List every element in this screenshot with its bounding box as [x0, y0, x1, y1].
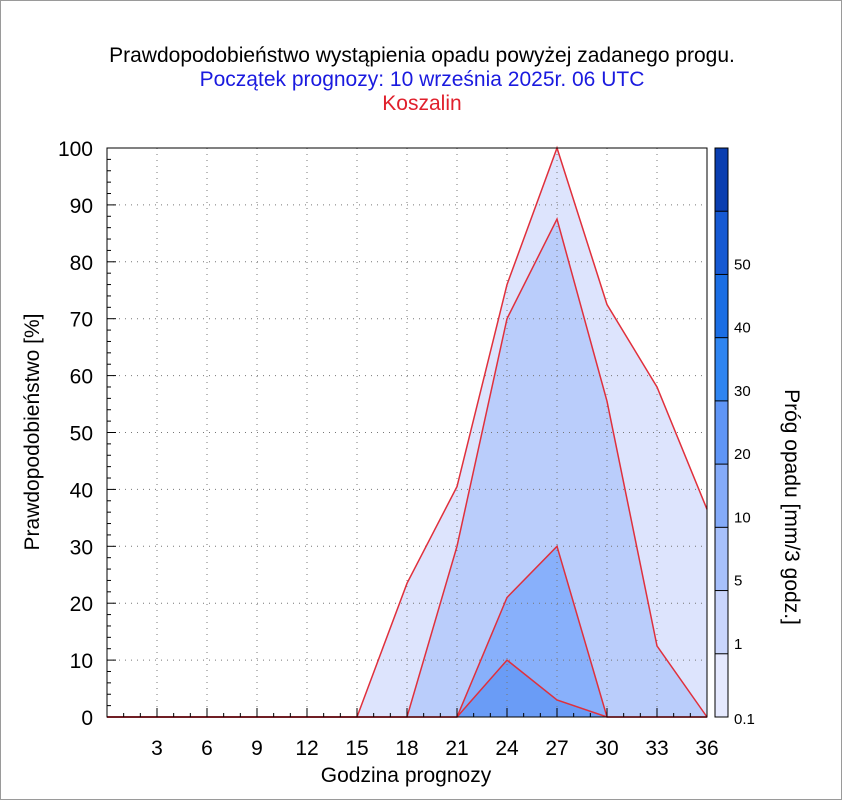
- y-tick-label: 20: [70, 593, 93, 616]
- x-tick-label: 15: [345, 737, 368, 760]
- colorbar-segment: [715, 211, 728, 275]
- x-tick-label: 33: [645, 737, 668, 760]
- area-threshold-10: [107, 660, 707, 717]
- y-tick-label: 10: [70, 650, 93, 673]
- chart-title: Prawdopodobieństwo wystąpienia opadu pow…: [109, 44, 735, 67]
- x-tick-label: 18: [395, 737, 418, 760]
- colorbar: 0.1 1 5 10 20 30 40 50: [714, 147, 755, 728]
- colorbar-tick-label: 40: [734, 320, 751, 337]
- y-tick-label: 100: [58, 138, 93, 161]
- colorbar-segment: [715, 464, 728, 528]
- chart-subtitle: Początek prognozy: 10 września 2025r. 06…: [199, 68, 645, 91]
- y-tick-label: 30: [70, 536, 93, 559]
- colorbar-tick-label: 5: [734, 573, 742, 590]
- x-tick-label: 3: [151, 737, 163, 760]
- y-tick-label: 70: [70, 309, 93, 332]
- colorbar-tick-label: 50: [734, 256, 751, 273]
- colorbar-segment: [715, 148, 728, 212]
- y-axis-label: Prawdopodobieństwo [%]: [21, 314, 44, 551]
- y-tick-label: 50: [70, 423, 93, 446]
- colorbar-tick-label: 30: [734, 383, 751, 400]
- colorbar-tick-label: 0.1: [734, 711, 755, 728]
- colorbar-segment: [715, 337, 728, 401]
- colorbar-label: Próg opadu [mm/3 godz.]: [780, 389, 803, 625]
- y-tick-label: 60: [70, 366, 93, 389]
- colorbar-segment: [715, 527, 728, 591]
- x-tick-label: 24: [495, 737, 519, 760]
- colorbar-tick-label: 20: [734, 446, 751, 463]
- colorbar-segment: [715, 653, 728, 717]
- grid-lines: [107, 148, 707, 717]
- colorbar-tick-label: 10: [734, 509, 751, 526]
- y-tick-label: 0: [81, 707, 93, 730]
- x-tick-label: 30: [595, 737, 618, 760]
- x-tick-label: 6: [201, 737, 213, 760]
- x-axis-label: Godzina prognozy: [321, 764, 492, 787]
- colorbar-segment: [715, 274, 728, 338]
- x-tick-label: 9: [251, 737, 263, 760]
- colorbar-segment: [715, 590, 728, 654]
- area-threshold-5: [107, 546, 707, 717]
- colorbar-tick-label: 1: [734, 636, 742, 653]
- colorbar-segment: [715, 400, 728, 465]
- x-tick-label: 27: [545, 737, 568, 760]
- x-tick-label: 21: [445, 737, 468, 760]
- colorbar-border: [714, 147, 729, 718]
- x-tick-label: 36: [695, 737, 718, 760]
- x-tick-label: 12: [295, 737, 318, 760]
- y-tick-label: 80: [70, 252, 93, 275]
- location-label: Koszalin: [382, 92, 462, 115]
- y-tick-label: 90: [70, 195, 93, 218]
- axes: 3 6 9 12 15 18 21 24 27 30 33 360102030405060708090…: [58, 138, 719, 760]
- y-tick-label: 40: [70, 479, 93, 502]
